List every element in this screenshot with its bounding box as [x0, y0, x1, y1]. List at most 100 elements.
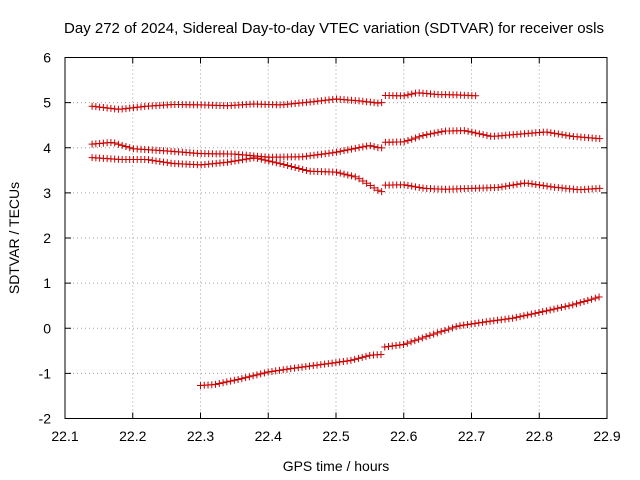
data-point	[332, 359, 340, 367]
data-point	[520, 312, 528, 320]
data-point	[333, 148, 341, 156]
data-point	[411, 134, 419, 142]
data-point	[107, 138, 115, 146]
data-point	[317, 150, 325, 158]
data-point	[246, 154, 254, 162]
data-point	[415, 133, 423, 141]
data-point	[359, 177, 367, 185]
data-point	[516, 313, 524, 321]
data-point	[215, 380, 223, 388]
data-point	[408, 90, 416, 98]
data-point	[546, 306, 554, 314]
data-point	[423, 131, 431, 139]
data-point	[434, 128, 442, 136]
data-point	[378, 144, 386, 152]
data-point	[415, 184, 423, 192]
data-point	[223, 378, 231, 386]
data-point	[501, 315, 509, 323]
data-point	[418, 334, 426, 342]
data-point	[336, 169, 344, 177]
data-point	[287, 365, 295, 373]
data-point	[479, 318, 487, 326]
data-series	[88, 89, 604, 390]
data-point	[239, 156, 247, 164]
data-point	[272, 159, 280, 167]
data-point	[238, 375, 246, 383]
data-point	[359, 143, 367, 151]
data-point	[502, 182, 510, 190]
data-point	[558, 131, 566, 139]
data-point	[306, 362, 314, 370]
x-tick-label: 22.9	[593, 428, 620, 444]
data-point	[562, 131, 570, 139]
data-point	[280, 161, 288, 169]
data-point	[348, 145, 356, 153]
x-tick-label: 22.5	[322, 428, 349, 444]
data-point	[223, 158, 231, 166]
data-point	[543, 182, 551, 190]
y-tick-label: 1	[43, 275, 51, 291]
data-point	[550, 305, 558, 313]
data-point	[490, 317, 498, 325]
data-point	[339, 358, 347, 366]
data-point	[260, 369, 268, 377]
data-point	[348, 172, 356, 180]
data-point	[539, 308, 547, 316]
data-point	[433, 329, 441, 337]
data-point	[539, 182, 547, 190]
data-point	[299, 166, 307, 174]
data-point	[249, 372, 257, 380]
data-point	[437, 328, 445, 336]
series-4	[197, 293, 603, 390]
y-axis-label: SDTVAR / TECUs	[6, 182, 22, 294]
chart-title: Day 272 of 2024, Sidereal Day-to-day VTE…	[64, 20, 604, 37]
data-point	[283, 365, 291, 373]
data-point	[163, 159, 171, 167]
data-point	[336, 358, 344, 366]
data-point	[344, 171, 352, 179]
data-point	[160, 158, 168, 166]
data-point	[460, 127, 468, 135]
data-point	[596, 184, 604, 192]
data-point	[344, 146, 352, 154]
data-point	[358, 353, 366, 361]
data-point	[441, 326, 449, 334]
data-point	[569, 301, 577, 309]
data-point	[404, 181, 412, 189]
y-tick-label: 2	[43, 230, 51, 246]
data-point	[505, 182, 513, 190]
data-point	[408, 135, 416, 143]
data-point	[527, 310, 535, 318]
data-point	[340, 147, 348, 155]
data-point	[309, 362, 317, 370]
data-point	[472, 92, 480, 100]
data-point	[219, 379, 227, 387]
data-point	[588, 295, 596, 303]
data-point	[291, 364, 299, 372]
data-point	[148, 156, 156, 164]
data-point	[460, 321, 468, 329]
data-point	[596, 135, 604, 143]
data-point	[565, 302, 573, 310]
data-point	[464, 127, 472, 135]
data-point	[430, 129, 438, 137]
data-point	[400, 92, 408, 100]
data-point	[483, 131, 491, 139]
data-point	[524, 311, 532, 319]
data-point	[513, 180, 521, 188]
data-point	[235, 156, 243, 164]
data-point	[276, 160, 284, 168]
data-point	[324, 360, 332, 368]
data-point	[411, 183, 419, 191]
series-1	[88, 89, 480, 113]
x-tick-label: 22.8	[526, 428, 553, 444]
series-2	[88, 127, 604, 161]
data-point	[452, 323, 460, 331]
data-point	[328, 359, 336, 367]
data-point	[325, 149, 333, 157]
data-point	[366, 182, 374, 190]
data-point	[343, 357, 351, 365]
data-point	[584, 296, 592, 304]
data-point	[268, 367, 276, 375]
data-point	[231, 157, 239, 165]
